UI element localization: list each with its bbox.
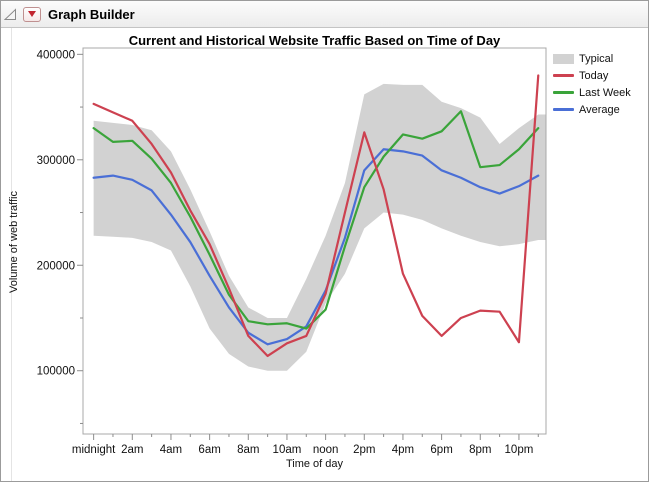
x-tick-label: 4am: [160, 444, 182, 456]
x-tick-label: 2am: [121, 444, 143, 456]
legend-item-average[interactable]: Average: [553, 101, 631, 118]
typical-band: [93, 83, 546, 371]
legend-label: Last Week: [579, 86, 631, 99]
legend-item-last-week[interactable]: Last Week: [553, 84, 631, 101]
series-line-average: [92, 148, 540, 346]
legend-item-typical[interactable]: Typical: [553, 50, 631, 67]
red-triangle-icon: [28, 11, 36, 17]
x-tick-label: noon: [313, 444, 339, 456]
window-title: Graph Builder: [48, 6, 135, 22]
x-tick-label: midnight: [72, 444, 116, 456]
y-tick-label: 100000: [37, 366, 75, 378]
y-tick-label: 200000: [37, 260, 75, 272]
series-line-today: [92, 74, 540, 358]
legend-label: Average: [579, 103, 620, 116]
legend-label: Typical: [579, 52, 614, 65]
legend-label: Today: [579, 69, 609, 82]
red-triangle-menu-button[interactable]: [23, 6, 41, 22]
legend-line-swatch: [553, 91, 574, 94]
x-axis-label: Time of day: [285, 458, 344, 470]
y-tick-label: 300000: [37, 155, 75, 167]
x-tick-label: 8pm: [469, 444, 491, 456]
x-tick-label: 4pm: [392, 444, 414, 456]
y-tick-label: 400000: [37, 49, 75, 61]
legend-item-today[interactable]: Today: [553, 67, 631, 84]
legend: Typical Today Last Week Average: [553, 50, 631, 118]
outline-header: Graph Builder: [1, 1, 648, 28]
legend-line-swatch: [553, 108, 574, 111]
series-line-last-week: [92, 110, 540, 330]
y-axis-label: Volume of web traffic: [8, 191, 20, 293]
x-tick-label: 8am: [237, 444, 259, 456]
x-tick-label: 10pm: [505, 444, 534, 456]
x-tick-label: 10am: [273, 444, 302, 456]
legend-line-swatch: [553, 74, 574, 77]
x-tick-label: 6pm: [430, 444, 452, 456]
x-tick-label: 2pm: [353, 444, 375, 456]
x-tick-label: 6am: [198, 444, 220, 456]
chart-title: Current and Historical Website Traffic B…: [128, 33, 501, 48]
disclosure-triangle-icon[interactable]: [4, 7, 17, 21]
legend-band-swatch: [553, 53, 574, 64]
plot-frame: [82, 47, 547, 435]
outline-rail: [11, 28, 12, 481]
